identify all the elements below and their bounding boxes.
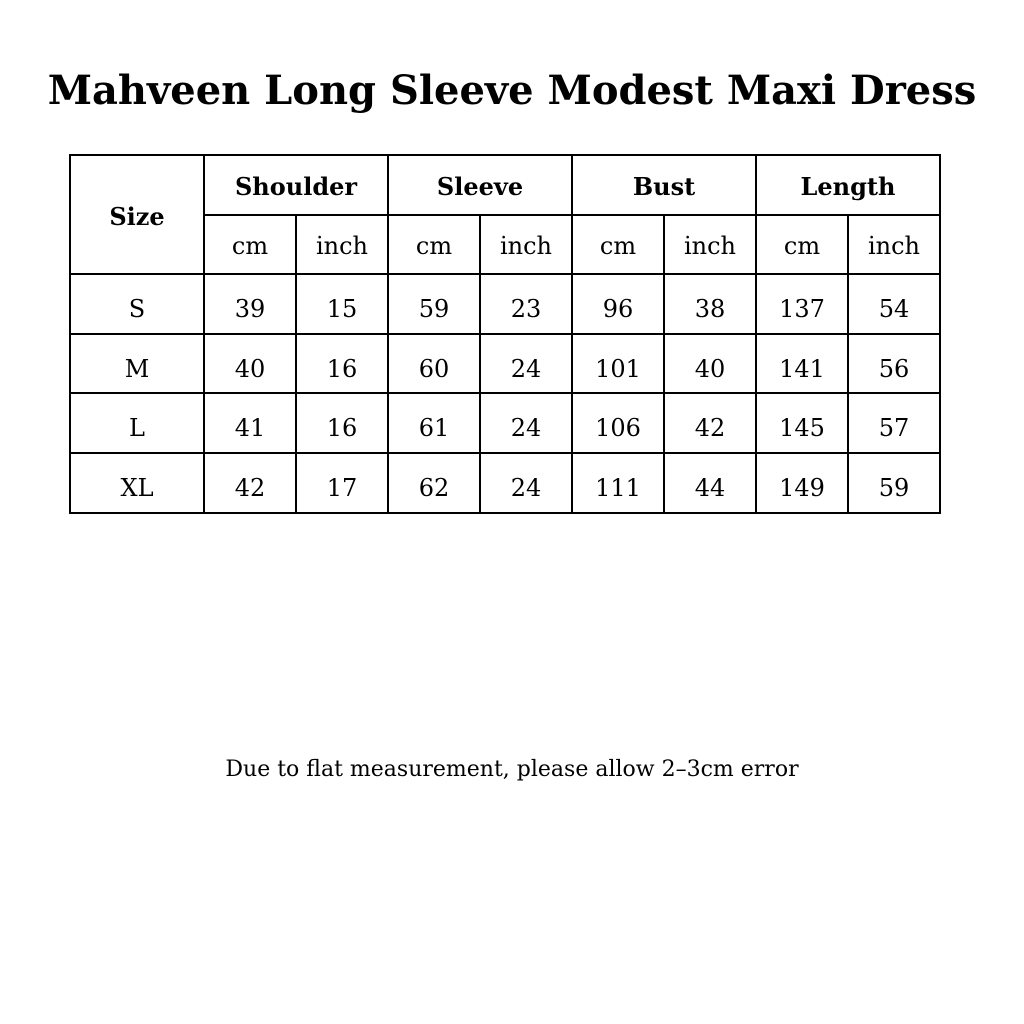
measurement-cell: 39 bbox=[203, 273, 297, 335]
measurement-cell: 141 bbox=[755, 332, 849, 395]
size-cell: M bbox=[69, 332, 205, 395]
measurement-cell: 149 bbox=[755, 451, 849, 514]
measurement-cell: 38 bbox=[663, 273, 757, 335]
unit-header: inch bbox=[663, 213, 757, 276]
header-shoulder: Shoulder bbox=[203, 154, 389, 216]
unit-header: inch bbox=[847, 213, 941, 276]
unit-header: inch bbox=[295, 213, 389, 276]
table-row: M 40 16 60 24 101 40 141 56 bbox=[69, 332, 941, 395]
measurement-cell: 61 bbox=[387, 392, 481, 454]
size-cell: XL bbox=[69, 451, 205, 514]
size-cell: S bbox=[69, 273, 205, 335]
measurement-cell: 42 bbox=[663, 392, 757, 454]
measurement-cell: 17 bbox=[295, 451, 389, 514]
measurement-cell: 23 bbox=[479, 273, 573, 335]
header-row-groups: Size Shoulder Sleeve Bust Length bbox=[69, 153, 941, 276]
table-row: L 41 16 61 24 106 42 145 57 bbox=[69, 392, 941, 454]
measurement-cell: 56 bbox=[847, 332, 941, 395]
unit-header: cm bbox=[203, 213, 297, 276]
header-sleeve: Sleeve bbox=[387, 154, 573, 216]
measurement-note: Due to flat measurement, please allow 2–… bbox=[225, 757, 799, 782]
header-length: Length bbox=[755, 154, 941, 216]
unit-header: cm bbox=[571, 213, 665, 276]
measurement-cell: 106 bbox=[571, 392, 665, 454]
header-row-units: cm inch cm inch cm inch cm inch bbox=[70, 213, 941, 276]
measurement-cell: 16 bbox=[295, 392, 389, 454]
size-chart-table: Size Shoulder Sleeve Bust Length cm inch… bbox=[69, 153, 941, 514]
unit-header: cm bbox=[755, 213, 849, 276]
measurement-cell: 44 bbox=[663, 451, 757, 514]
measurement-cell: 42 bbox=[203, 451, 297, 514]
measurement-cell: 16 bbox=[295, 332, 389, 395]
measurement-cell: 41 bbox=[203, 392, 297, 454]
measurement-cell: 54 bbox=[847, 273, 941, 335]
table-row: XL 42 17 62 24 111 44 149 59 bbox=[69, 451, 941, 514]
measurement-cell: 24 bbox=[479, 451, 573, 514]
unit-header: inch bbox=[479, 213, 573, 276]
measurement-cell: 59 bbox=[387, 273, 481, 335]
measurement-cell: 40 bbox=[663, 332, 757, 395]
table-row: S 39 15 59 23 96 38 137 54 bbox=[69, 273, 941, 335]
page-title: Mahveen Long Sleeve Modest Maxi Dress bbox=[47, 67, 977, 114]
measurement-cell: 59 bbox=[847, 451, 941, 514]
size-cell: L bbox=[69, 392, 205, 454]
measurement-cell: 60 bbox=[387, 332, 481, 395]
measurement-cell: 111 bbox=[571, 451, 665, 514]
size-header: Size bbox=[69, 153, 205, 276]
measurement-cell: 145 bbox=[755, 392, 849, 454]
measurement-cell: 96 bbox=[571, 273, 665, 335]
measurement-cell: 15 bbox=[295, 273, 389, 335]
unit-header: cm bbox=[387, 213, 481, 276]
measurement-cell: 57 bbox=[847, 392, 941, 454]
measurement-cell: 137 bbox=[755, 273, 849, 335]
measurement-cell: 24 bbox=[479, 392, 573, 454]
measurement-cell: 24 bbox=[479, 332, 573, 395]
measurement-cell: 40 bbox=[203, 332, 297, 395]
measurement-cell: 62 bbox=[387, 451, 481, 514]
header-bust: Bust bbox=[571, 154, 757, 216]
measurement-cell: 101 bbox=[571, 332, 665, 395]
